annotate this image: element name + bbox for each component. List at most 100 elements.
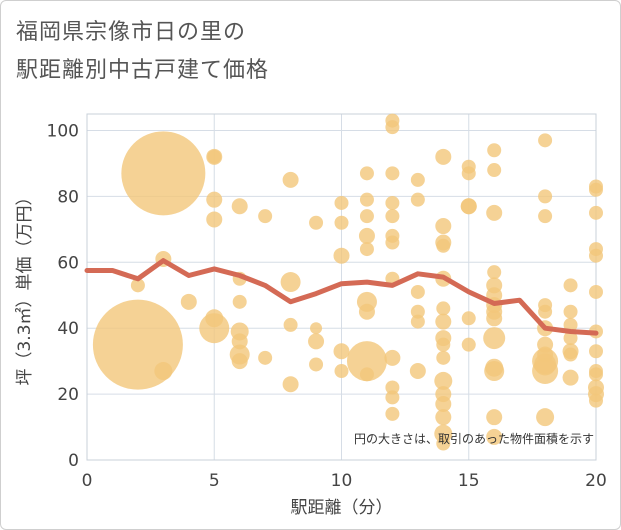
bubble-point-26 bbox=[310, 322, 323, 335]
bubble-point-96 bbox=[486, 428, 503, 445]
bubble-point-57 bbox=[410, 284, 425, 299]
bubble-point-76 bbox=[436, 436, 451, 451]
bubble-layer bbox=[92, 113, 604, 451]
y-tick-label-2: 40 bbox=[57, 319, 79, 339]
x-axis-label: 駅距離（分） bbox=[291, 498, 393, 518]
bubble-point-117 bbox=[589, 182, 603, 197]
bubble-point-2 bbox=[130, 278, 145, 293]
bubble-point-27 bbox=[308, 333, 325, 350]
bubble-point-22 bbox=[280, 272, 301, 293]
bubble-point-73 bbox=[435, 395, 452, 412]
bubble-point-60 bbox=[409, 363, 426, 380]
bubble-point-62 bbox=[435, 218, 452, 235]
bubble-point-109 bbox=[563, 278, 578, 293]
y-tick-label-1: 20 bbox=[57, 385, 79, 405]
average-price-line bbox=[84, 258, 599, 336]
chart-title-line1: 福岡県宗像市日の里の bbox=[16, 20, 247, 45]
bubble-point-52 bbox=[385, 380, 400, 395]
bubble-point-12 bbox=[231, 198, 248, 215]
bubble-point-1 bbox=[121, 131, 206, 216]
bubble-point-112 bbox=[563, 331, 578, 346]
y-tick-label-5: 100 bbox=[47, 121, 79, 141]
bubble-point-20 bbox=[258, 350, 273, 365]
size-annotation: 円の大きさは、取引のあった物件面積を示す bbox=[354, 431, 594, 446]
bubble-point-81 bbox=[461, 311, 476, 326]
bubble-point-31 bbox=[333, 247, 350, 264]
bubble-point-37 bbox=[358, 227, 375, 244]
bubble-point-99 bbox=[538, 209, 553, 224]
bubble-point-47 bbox=[385, 209, 400, 224]
bubble-point-46 bbox=[385, 195, 400, 210]
bubble-point-32 bbox=[333, 343, 350, 360]
bubble-point-121 bbox=[589, 284, 603, 299]
bubble-point-9 bbox=[206, 211, 223, 228]
bubble-point-7 bbox=[207, 149, 222, 164]
bubble-point-83 bbox=[487, 143, 502, 158]
bubble-point-45 bbox=[385, 166, 400, 181]
x-tick-labels: 0 5 10 15 20 bbox=[82, 471, 607, 491]
x-tick-label-1: 5 bbox=[209, 471, 220, 491]
bubble-point-80 bbox=[460, 198, 477, 215]
y-tick-label-0: 0 bbox=[68, 451, 79, 471]
bubble-point-51 bbox=[384, 349, 401, 366]
bubble-point-67 bbox=[435, 313, 452, 330]
bubble-point-42 bbox=[359, 367, 374, 382]
bubble-point-94 bbox=[484, 361, 505, 382]
bubble-point-14 bbox=[232, 294, 247, 309]
y-axis-label: 坪（3.3㎡）単価（万円） bbox=[15, 188, 35, 385]
chart-title-line2: 駅距離別中古戸建て価格 bbox=[16, 58, 270, 83]
x-tick-label-0: 0 bbox=[82, 471, 93, 491]
bubble-point-123 bbox=[589, 344, 603, 359]
x-tick-label-2: 10 bbox=[331, 471, 353, 491]
bubble-point-18 bbox=[231, 353, 248, 370]
bubble-point-107 bbox=[532, 358, 559, 385]
bubble-point-128 bbox=[589, 393, 603, 408]
bubble-point-25 bbox=[309, 215, 324, 230]
bubble-point-71 bbox=[434, 371, 453, 390]
bubble-point-35 bbox=[359, 192, 374, 207]
bubble-point-11 bbox=[199, 313, 230, 344]
bubble-point-36 bbox=[359, 209, 374, 224]
bubble-point-53 bbox=[385, 390, 400, 405]
bubble-point-58 bbox=[410, 304, 425, 319]
bubble-point-78 bbox=[461, 166, 476, 181]
bubble-point-125 bbox=[589, 367, 603, 382]
bubble-point-49 bbox=[385, 235, 400, 250]
bubble-point-115 bbox=[562, 369, 579, 386]
bubble-point-74 bbox=[435, 409, 452, 426]
bubble-point-95 bbox=[486, 409, 503, 426]
bubble-point-30 bbox=[334, 215, 349, 230]
bubble-point-118 bbox=[589, 205, 603, 220]
bubble-point-56 bbox=[410, 192, 425, 207]
bubble-point-120 bbox=[589, 248, 603, 263]
bubble-point-23 bbox=[283, 317, 298, 332]
bubble-point-8 bbox=[206, 191, 223, 208]
bubble-point-66 bbox=[436, 301, 451, 316]
bubble-point-101 bbox=[538, 304, 553, 319]
bubble-point-86 bbox=[487, 265, 502, 280]
bubble-point-16 bbox=[231, 333, 248, 350]
bubble-point-5 bbox=[180, 293, 197, 310]
bubble-point-70 bbox=[436, 350, 451, 365]
bubble-point-24 bbox=[282, 376, 299, 393]
bubble-point-85 bbox=[486, 204, 503, 221]
bubble-point-4 bbox=[154, 362, 173, 381]
bubble-point-29 bbox=[334, 195, 349, 210]
y-tick-label-3: 60 bbox=[57, 253, 79, 273]
x-tick-label-3: 15 bbox=[458, 471, 480, 491]
bubble-point-91 bbox=[486, 310, 503, 327]
bubble-point-19 bbox=[258, 209, 273, 224]
bubble-point-84 bbox=[487, 163, 502, 178]
bubble-point-98 bbox=[538, 189, 553, 204]
bubble-point-40 bbox=[358, 303, 375, 320]
bubble-point-44 bbox=[385, 120, 400, 135]
y-tick-labels: 0 20 40 60 80 100 bbox=[47, 121, 79, 471]
bubble-point-41 bbox=[346, 341, 387, 382]
bubble-point-59 bbox=[410, 314, 425, 329]
bubble-point-97 bbox=[538, 133, 553, 148]
bubble-point-111 bbox=[563, 317, 578, 332]
bubble-point-54 bbox=[385, 406, 400, 421]
bubble-point-110 bbox=[563, 304, 578, 319]
y-tick-label-4: 80 bbox=[57, 187, 79, 207]
